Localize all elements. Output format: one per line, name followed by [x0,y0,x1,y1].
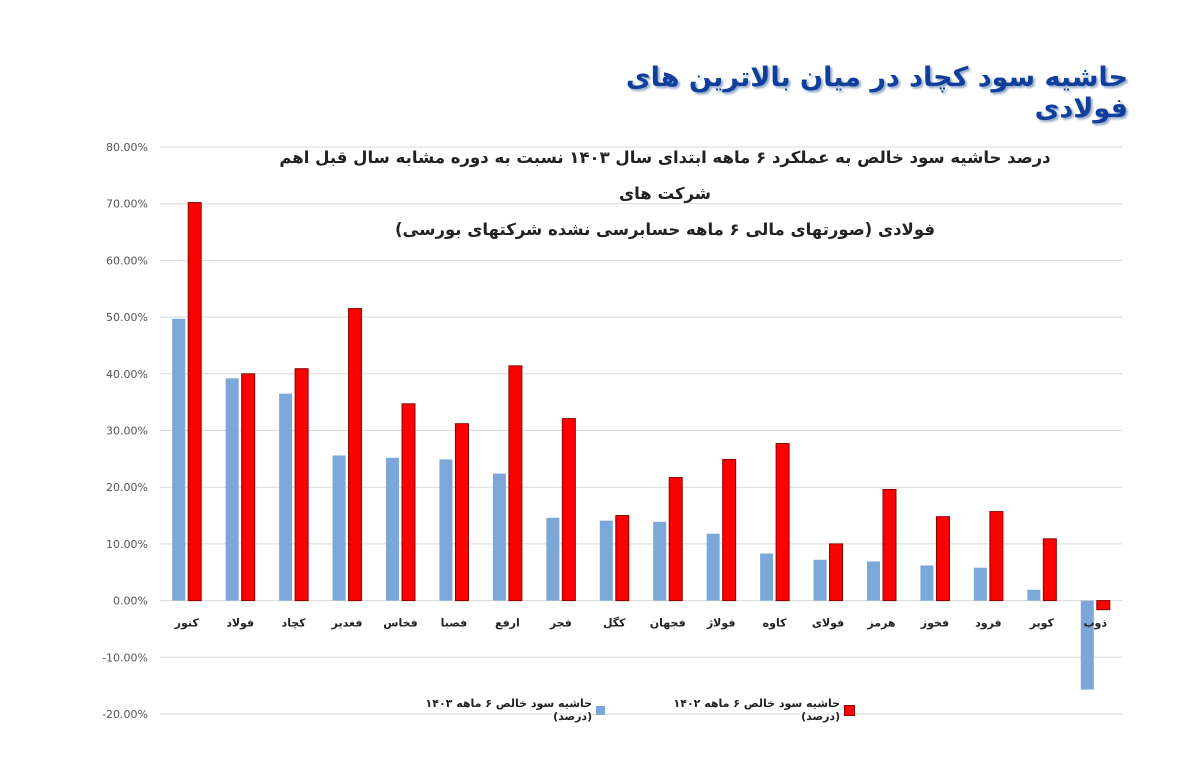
bar-1402 [348,308,363,602]
bar-1402 [775,443,790,602]
y-tick-label: 30.00% [106,425,148,438]
bar-1403 [279,393,293,601]
bar-1403 [973,567,987,601]
bar-1403 [867,561,880,601]
x-tick-label: فرود [975,617,1002,630]
bar-1403 [225,378,239,601]
chart-title-line-2: فولادی (صورتهای مالی ۶ ماهه حسابرسی نشده… [395,220,935,239]
x-tick-label: فخاس [383,617,417,630]
bar-1402 [882,488,897,602]
x-tick-label: فغدیر [331,617,363,630]
bar-1402 [1042,538,1057,602]
x-tick-label: کنور [174,617,200,630]
x-tick-label: ذوب [1084,617,1108,630]
bar-1402 [561,418,576,602]
bar-1402 [187,202,202,602]
bar-1402 [454,423,469,602]
y-tick-label: 40.00% [106,368,148,381]
bar-1402 [241,373,256,602]
legend: حاشیه سود خالص ۶ ماهه ۱۴۰۲ (درصد) حاشیه … [385,697,855,723]
bar-1403 [1080,600,1094,690]
x-axis-labels: کنور فولاد کچاد فغدیر فخاس فصبا ارفع فجر کگل فجها… [174,617,1108,630]
legend-label: حاشیه سود خالص ۶ ماهه ۱۴۰۳ (درصد) [425,697,593,723]
x-tick-label: فجر [549,617,572,630]
bar-1402 [615,515,630,602]
legend-item-1403: حاشیه سود خالص ۶ ماهه ۱۴۰۳ (درصد) [385,697,606,723]
bars [172,202,1111,690]
bar-1403 [386,457,399,601]
legend-swatch-red [844,704,855,716]
x-tick-label: فصبا [441,617,468,630]
x-tick-label: کاوه [763,617,787,630]
legend-label: حاشیه سود خالص ۶ ماهه ۱۴۰۲ (درصد) [673,697,841,723]
chart-title-line-1: درصد حاشیه سود خالص به عملکرد ۶ ماهه ابت… [279,148,1051,203]
x-tick-label: فولای [812,617,844,630]
x-tick-label: فخوز [920,617,949,630]
y-tick-label: 10.00% [106,538,148,551]
bar-1402 [294,368,309,602]
legend-item-1402: حاشیه سود خالص ۶ ماهه ۱۴۰۲ (درصد) [633,697,855,723]
y-tick-label: -10.00% [102,651,148,664]
bar-1403 [332,455,346,601]
bar-1403 [172,318,186,601]
x-tick-label: فجهان [650,617,686,630]
bar-1403 [920,565,934,601]
bar-1403 [706,533,720,601]
bar-1403 [813,559,827,601]
y-tick-label: -20.00% [102,708,148,721]
bar-1402 [401,403,416,602]
bar-1402 [722,458,737,602]
bar-1403 [439,459,453,601]
y-tick-label: 20.00% [106,481,148,494]
bar-1403 [760,553,774,601]
x-tick-label: فولاژ [706,617,736,630]
bar-1403 [653,521,667,601]
legend-swatch-blue [596,705,606,715]
x-tick-label: کچاد [282,617,307,630]
y-tick-label: 70.00% [106,198,148,211]
y-tick-label: 50.00% [106,311,148,324]
bar-1403 [1027,589,1041,601]
y-tick-label: 80.00% [106,141,148,154]
y-axis-labels: 80.00% 70.00% 60.00% 50.00% 40.00% 30.00% 20.0… [102,141,148,721]
headline: حاشیه سود کچاد در میان بالاترین های فولا… [625,62,1128,124]
bar-1402 [668,477,683,602]
bar-1403 [546,517,560,601]
y-tick-label: 60.00% [106,254,148,267]
bar-1402 [829,543,844,602]
bar-1403 [599,520,613,601]
x-tick-label: ارفع [495,617,520,630]
bar-1403 [492,473,506,601]
bar-1402 [935,516,950,602]
bar-1402 [989,511,1004,602]
x-tick-label: کگل [603,617,626,630]
x-tick-label: فولاد [226,617,254,630]
x-tick-label: کویر [1029,617,1055,630]
y-tick-label: 0.00% [113,595,148,608]
gridlines [160,146,1122,715]
bar-1402 [1096,600,1111,611]
bar-1402 [508,365,523,602]
x-tick-label: هرمز [866,617,895,630]
chart-title: درصد حاشیه سود خالص به عملکرد ۶ ماهه ابت… [250,140,1080,248]
